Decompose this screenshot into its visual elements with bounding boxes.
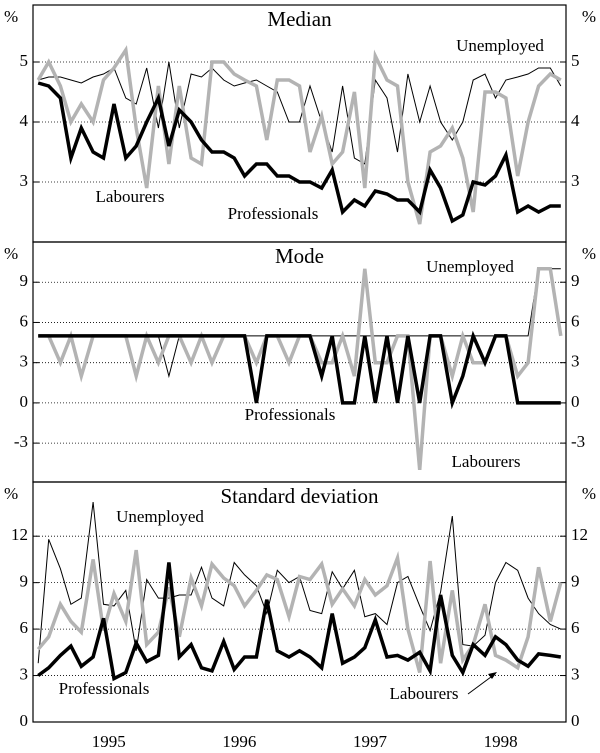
annotation-arrow	[467, 673, 496, 695]
y-tick-label: 3	[20, 664, 29, 683]
y-axis-label: %	[582, 7, 596, 26]
y-axis-label: %	[582, 484, 596, 503]
panel-title: Median	[267, 7, 332, 31]
y-axis-label: %	[4, 244, 18, 263]
y-tick-label: -3	[571, 432, 585, 451]
series-line	[37, 562, 562, 682]
y-tick-label: 5	[20, 51, 29, 70]
x-tick-label: 1996	[222, 732, 256, 751]
y-tick-label: 5	[571, 51, 580, 70]
y-tick-label: 3	[571, 171, 580, 190]
annotation: Unemployed	[456, 36, 544, 55]
y-axis-label: %	[4, 484, 18, 503]
annotation: Labourers	[96, 187, 165, 206]
y-tick-label: 9	[571, 271, 580, 290]
y-tick-label: 3	[20, 171, 29, 190]
y-tick-label: 3	[20, 352, 29, 371]
y-tick-label: 6	[20, 618, 29, 637]
series-line	[36, 45, 562, 225]
y-axis-label: %	[4, 7, 18, 26]
y-tick-label: 12	[11, 525, 28, 544]
x-tick-label: 1995	[92, 732, 126, 751]
y-tick-label: 0	[20, 392, 29, 411]
annotation: Labourers	[390, 684, 459, 703]
panel-title: Standard deviation	[220, 484, 379, 508]
y-tick-label: 0	[571, 711, 580, 730]
y-tick-label: 9	[20, 271, 29, 290]
x-tick-label: 1997	[353, 732, 388, 751]
series-line	[38, 267, 563, 471]
y-tick-label: 0	[571, 392, 580, 411]
y-tick-label: 0	[20, 711, 29, 730]
y-tick-label: 4	[571, 111, 580, 130]
annotation: Unemployed	[426, 257, 514, 276]
x-tick-label: 1998	[484, 732, 518, 751]
panel-frame	[32, 481, 567, 723]
y-tick-label: 9	[20, 572, 29, 591]
y-tick-label: -3	[14, 432, 28, 451]
annotation: Professionals	[59, 679, 150, 698]
y-tick-label: 3	[571, 664, 580, 683]
y-tick-label: 6	[571, 618, 580, 637]
annotation: Unemployed	[116, 507, 204, 526]
series-line	[38, 330, 561, 410]
y-tick-label: 9	[571, 572, 580, 591]
y-tick-label: 4	[20, 111, 29, 130]
annotation: Professionals	[228, 204, 319, 223]
series-line	[37, 81, 561, 224]
y-tick-label: 12	[571, 525, 588, 544]
y-tick-label: 3	[571, 352, 580, 371]
series-line	[38, 61, 562, 165]
y-axis-label: %	[582, 244, 596, 263]
y-tick-label: 6	[20, 311, 29, 330]
annotation: Labourers	[452, 452, 521, 471]
annotation: Professionals	[245, 405, 336, 424]
panel-title: Mode	[275, 244, 324, 268]
y-tick-label: 6	[571, 311, 580, 330]
